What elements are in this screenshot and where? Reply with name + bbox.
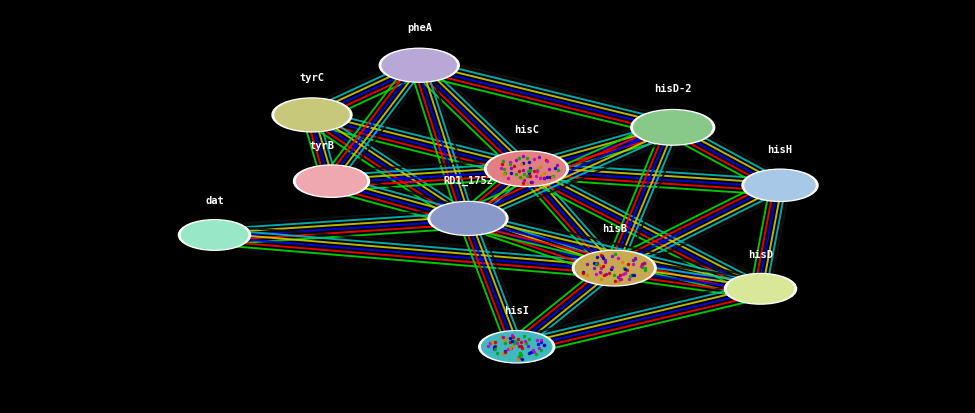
Text: hisD-2: hisD-2 — [654, 83, 691, 93]
Circle shape — [293, 166, 370, 198]
Circle shape — [727, 275, 794, 303]
Text: hisH: hisH — [767, 145, 793, 154]
Text: hisB: hisB — [602, 224, 627, 234]
Circle shape — [428, 202, 508, 236]
Circle shape — [296, 167, 367, 197]
Text: pheA: pheA — [407, 23, 432, 33]
Circle shape — [572, 251, 656, 286]
Circle shape — [634, 112, 712, 145]
Circle shape — [379, 49, 459, 83]
Circle shape — [479, 331, 555, 363]
Circle shape — [431, 203, 505, 235]
Circle shape — [272, 99, 352, 133]
Circle shape — [181, 221, 248, 249]
Circle shape — [742, 170, 818, 202]
Circle shape — [745, 171, 815, 201]
Text: RD1_1752: RD1_1752 — [443, 176, 493, 186]
Text: dat: dat — [205, 196, 224, 206]
Circle shape — [482, 332, 552, 362]
Text: tyrC: tyrC — [299, 73, 325, 83]
Circle shape — [724, 274, 797, 304]
Text: hisC: hisC — [514, 125, 539, 135]
Text: hisD: hisD — [748, 249, 773, 259]
Circle shape — [382, 50, 456, 82]
Circle shape — [178, 220, 251, 251]
Circle shape — [485, 152, 568, 187]
Circle shape — [275, 100, 349, 131]
Circle shape — [631, 110, 715, 146]
Text: hisI: hisI — [504, 306, 529, 316]
Circle shape — [575, 252, 653, 285]
Text: tyrB: tyrB — [309, 140, 334, 150]
Circle shape — [488, 153, 566, 186]
